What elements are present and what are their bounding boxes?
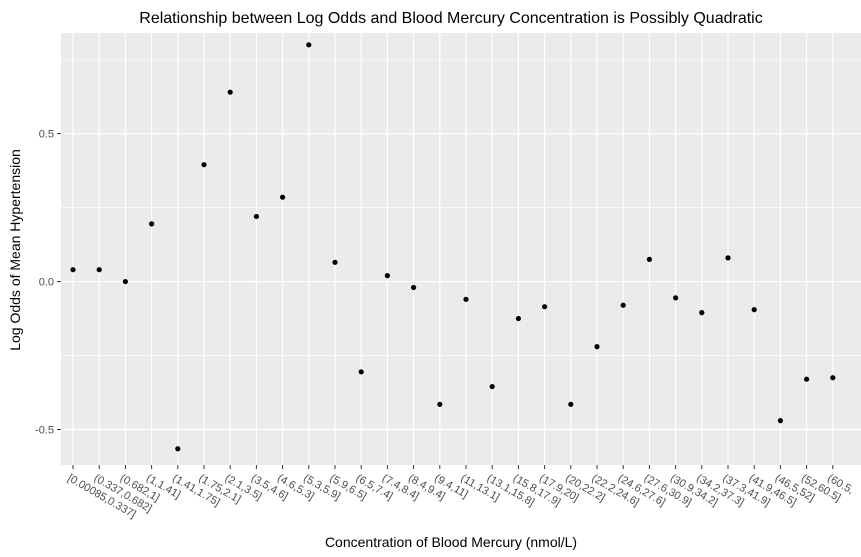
- data-point: [489, 383, 495, 390]
- y-axis-title: Log Odds of Mean Hypertension: [7, 149, 23, 351]
- data-point: [411, 284, 417, 291]
- plot-panel: [61, 33, 861, 465]
- data-point: [830, 375, 836, 381]
- data-point: [542, 304, 548, 310]
- data-point: [149, 221, 155, 227]
- data-point: [620, 302, 626, 308]
- data-point: [175, 446, 181, 452]
- data-point: [568, 401, 574, 407]
- y-tick-label: 0.0: [39, 277, 54, 289]
- data-point: [594, 344, 600, 350]
- data-point: [673, 295, 679, 301]
- x-axis-ticks: [0.00085,0.337](0.337,0.682](0.682,1](1,…: [66, 465, 856, 521]
- data-point: [96, 267, 102, 273]
- data-point: [515, 315, 522, 322]
- data-point: [253, 213, 259, 220]
- x-axis-title: Concentration of Blood Mercury (nmol/L): [325, 534, 577, 550]
- y-tick-label: 0.5: [39, 129, 54, 141]
- data-point: [804, 376, 810, 382]
- data-point: [437, 401, 443, 407]
- data-point: [201, 162, 207, 168]
- data-point: [725, 255, 731, 261]
- data-point: [306, 42, 312, 48]
- data-point: [332, 259, 338, 265]
- data-points: [70, 42, 836, 452]
- data-point: [227, 89, 233, 95]
- data-point: [122, 278, 128, 285]
- chart-title: Relationship between Log Odds and Blood …: [139, 10, 762, 27]
- data-point: [70, 267, 76, 273]
- data-point: [280, 194, 286, 200]
- data-point: [358, 369, 364, 375]
- data-point: [463, 296, 469, 302]
- data-point: [384, 273, 390, 279]
- y-axis-ticks: -0.5 0.0 0.5: [35, 129, 61, 436]
- data-point: [646, 256, 653, 262]
- major-gridlines: [61, 33, 861, 465]
- data-point: [699, 310, 705, 316]
- y-tick-label: -0.5: [35, 424, 54, 436]
- data-point: [777, 418, 784, 424]
- data-point: [751, 307, 757, 313]
